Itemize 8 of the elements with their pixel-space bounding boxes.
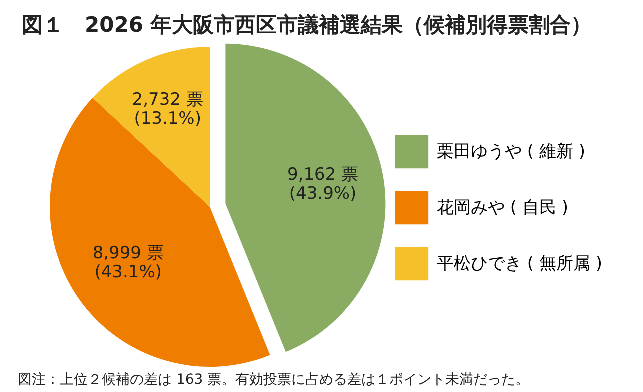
chart-title: 図１ 2026 年大阪市西区市議補選結果（候補別得票割合） xyxy=(22,13,592,37)
legend-label: 花岡みや ( 自民 ) xyxy=(437,198,568,218)
legend-label: 栗田ゆうや ( 維新 ) xyxy=(437,142,586,162)
text: 図注：上位２候補の差は 163 票。有効投票に占める差は１ポイント未満だった。 xyxy=(18,372,530,388)
data-label: 9,162 票 (43.9%) xyxy=(288,164,359,204)
data-label: 8,999 票 (43.1%) xyxy=(92,243,164,282)
legend-label: 平松ひでき ( 無所属 ) xyxy=(437,254,602,274)
data-label: 2,732 票 (13.1%) xyxy=(132,90,204,130)
